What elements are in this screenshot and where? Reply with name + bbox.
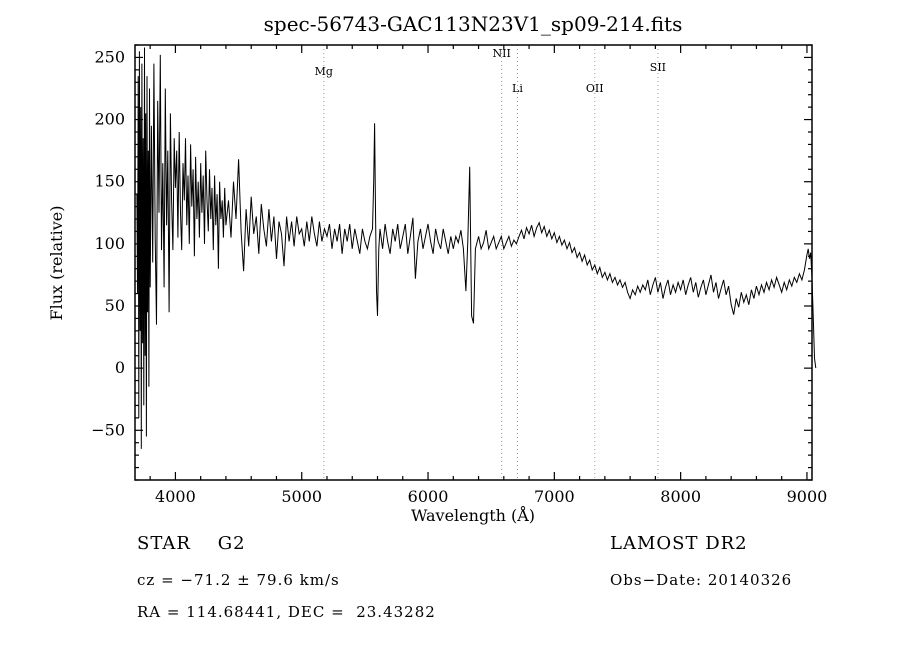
survey-label: LAMOST DR2	[610, 533, 748, 554]
x-tick-label: 8000	[660, 487, 701, 506]
spectral-line-label: NII	[493, 47, 511, 60]
y-axis-label: Flux (relative)	[47, 206, 66, 321]
y-tick-label: 0	[115, 358, 125, 377]
plot-area: Mg NII Li OII SII 4000 5000 6000 7000 8000 9000 −50…	[91, 44, 828, 506]
plot-frame	[134, 44, 813, 481]
x-axis-label: Wavelength (Å)	[411, 505, 535, 525]
y-tick-label: −50	[91, 420, 125, 439]
spectral-line-label: Mg	[315, 65, 333, 78]
spectral-line-label: Li	[512, 82, 523, 95]
x-tick-label: 4000	[155, 487, 196, 506]
spectral-line-label: OII	[586, 82, 604, 95]
spectral-line-label: SII	[650, 61, 666, 74]
x-tick-label: 6000	[408, 487, 449, 506]
y-tick-label: 250	[94, 47, 125, 66]
y-tick-label: 100	[94, 234, 125, 253]
spectrum-chart: spec-56743-GAC113N23V1_sp09-214.fits Wav…	[47, 12, 828, 525]
ra-dec-coords: RA = 114.68441, DEC = 23.43282	[137, 603, 436, 621]
x-tick-label: 5000	[281, 487, 322, 506]
spectrum-trace	[136, 47, 817, 449]
y-tick-label: 200	[94, 110, 125, 129]
chart-title: spec-56743-GAC113N23V1_sp09-214.fits	[264, 12, 683, 36]
obs-date: Obs−Date: 20140326	[610, 571, 793, 589]
x-tick-label: 7000	[534, 487, 575, 506]
y-tick-label: 150	[94, 172, 125, 191]
y-tick-label: 50	[105, 296, 125, 315]
cz-value: cz = −71.2 ± 79.6 km/s	[137, 571, 340, 589]
x-tick-label: 9000	[787, 487, 828, 506]
object-class-label: STAR G2	[137, 533, 246, 554]
